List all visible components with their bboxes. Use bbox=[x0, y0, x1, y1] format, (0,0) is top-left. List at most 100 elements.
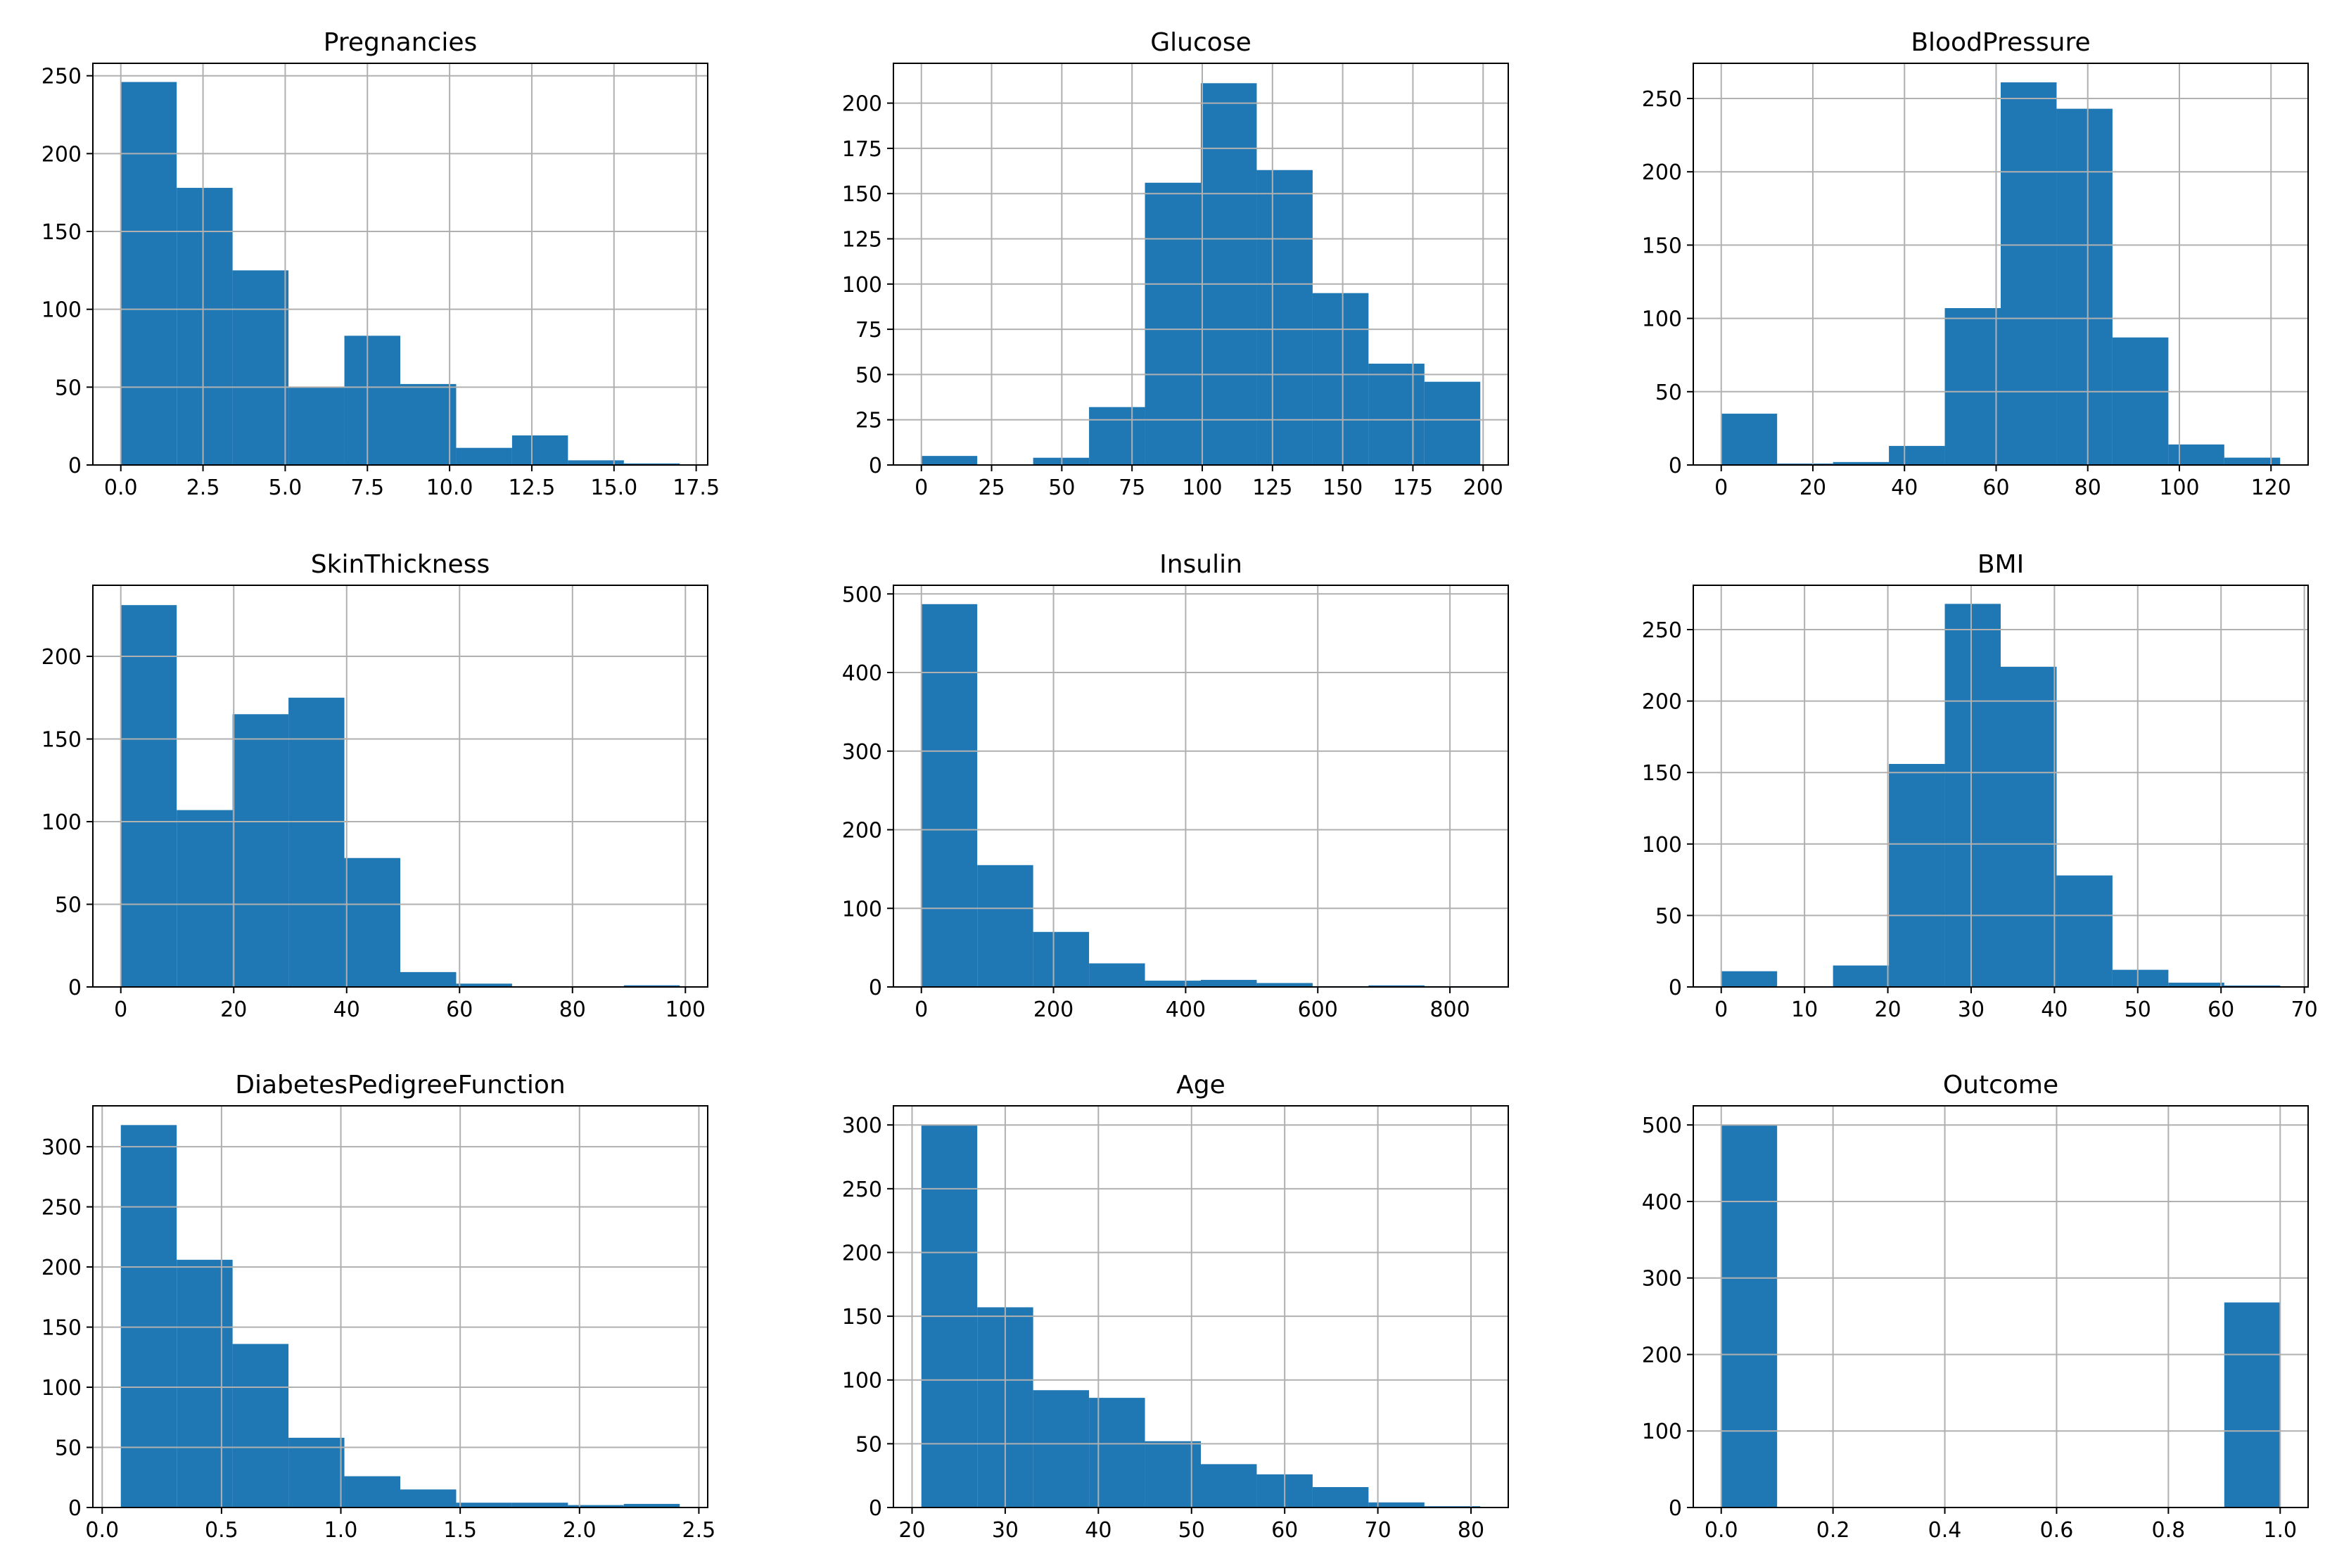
x-tick-label: 1.0 bbox=[324, 1518, 358, 1543]
bar bbox=[511, 1503, 568, 1508]
y-tick-label: 150 bbox=[842, 182, 882, 207]
bar bbox=[288, 697, 345, 987]
bar bbox=[288, 1437, 345, 1508]
bar bbox=[1424, 381, 1481, 465]
x-tick-label: 0 bbox=[114, 997, 127, 1022]
bar bbox=[1033, 931, 1090, 987]
x-tick-label: 2.5 bbox=[682, 1518, 716, 1543]
y-tick-label: 150 bbox=[42, 1316, 82, 1341]
x-tick-label: 20 bbox=[1874, 997, 1901, 1022]
panel-title: Pregnancies bbox=[324, 28, 477, 57]
y-tick-label: 0 bbox=[869, 1496, 882, 1521]
x-tick-label: 40 bbox=[2041, 997, 2068, 1022]
y-tick-label: 0 bbox=[1669, 976, 1682, 1000]
y-tick-label: 50 bbox=[55, 893, 82, 918]
x-tick-label: 0.8 bbox=[2152, 1518, 2186, 1543]
histogram-panel-2: 0 20 40 60 80 100 120 0 50 100 150 200 250 BloodPress… bbox=[1642, 28, 2309, 500]
y-tick-label: 100 bbox=[42, 1376, 82, 1401]
bar bbox=[1721, 1125, 1778, 1508]
x-tick-label: 50 bbox=[1048, 476, 1075, 500]
x-tick-label: 0 bbox=[1714, 476, 1728, 500]
y-tick-label: 0 bbox=[68, 454, 82, 478]
x-tick-label: 0.4 bbox=[1928, 1518, 1962, 1543]
x-tick-label: 0 bbox=[1714, 997, 1728, 1022]
x-tick-label: 0.0 bbox=[104, 476, 138, 500]
x-tick-label: 15.0 bbox=[590, 476, 637, 500]
bar bbox=[1201, 83, 1257, 466]
x-tick-label: 600 bbox=[1298, 997, 1338, 1022]
bar bbox=[2168, 982, 2224, 987]
y-tick-label: 50 bbox=[855, 1432, 882, 1457]
x-tick-label: 75 bbox=[1119, 476, 1145, 500]
bar bbox=[288, 387, 345, 465]
x-tick-label: 0 bbox=[915, 997, 928, 1022]
axes-frame bbox=[1693, 63, 2309, 466]
panel-title: Glucose bbox=[1150, 28, 1251, 57]
bar bbox=[1089, 963, 1145, 987]
x-tick-label: 2.5 bbox=[186, 476, 220, 500]
y-tick-label: 100 bbox=[842, 1369, 882, 1394]
x-tick-label: 200 bbox=[1033, 997, 1074, 1022]
histogram-panel-5: 0 10 20 30 40 50 60 70 0 50 100 150 200 250 BMI bbox=[1642, 550, 2318, 1022]
panel-title: Age bbox=[1176, 1071, 1225, 1099]
y-tick-label: 200 bbox=[1642, 690, 1682, 715]
y-tick-label: 200 bbox=[42, 645, 82, 670]
x-tick-label: 30 bbox=[1958, 997, 1985, 1022]
x-tick-label: 80 bbox=[1458, 1518, 1484, 1543]
bar bbox=[1368, 363, 1425, 465]
y-tick-label: 500 bbox=[1642, 1114, 1682, 1138]
x-tick-label: 25 bbox=[978, 476, 1005, 500]
y-tick-label: 250 bbox=[1642, 618, 1682, 643]
y-tick-label: 150 bbox=[42, 220, 82, 245]
y-tick-label: 25 bbox=[855, 409, 882, 433]
bar bbox=[1033, 1390, 1090, 1508]
x-tick-label: 400 bbox=[1166, 997, 1206, 1022]
bar bbox=[1312, 293, 1369, 465]
x-tick-label: 800 bbox=[1429, 997, 1470, 1022]
y-tick-label: 150 bbox=[842, 1305, 882, 1330]
x-tick-label: 0.5 bbox=[205, 1518, 238, 1543]
bar bbox=[2112, 969, 2169, 987]
x-tick-label: 80 bbox=[559, 997, 586, 1022]
bar bbox=[1944, 604, 2001, 987]
bar bbox=[177, 810, 233, 987]
histogram-panel-3: 0 20 40 60 80 100 0 50 100 150 200 SkinThickness bbox=[42, 550, 708, 1022]
axes-frame bbox=[893, 585, 1509, 988]
x-tick-label: 20 bbox=[1800, 476, 1826, 500]
bar bbox=[344, 1476, 400, 1508]
x-tick-label: 1.0 bbox=[2263, 1518, 2297, 1543]
panel-title: Insulin bbox=[1159, 550, 1242, 579]
y-tick-label: 200 bbox=[842, 1241, 882, 1266]
x-tick-label: 40 bbox=[333, 997, 360, 1022]
axes-frame bbox=[92, 63, 708, 466]
axes-frame bbox=[1693, 585, 2309, 988]
bar bbox=[2168, 444, 2224, 465]
x-tick-label: 0.0 bbox=[1705, 1518, 1738, 1543]
bar bbox=[1368, 1502, 1425, 1508]
x-tick-label: 100 bbox=[2159, 476, 2199, 500]
x-tick-label: 40 bbox=[1085, 1518, 1112, 1543]
panel-title: Outcome bbox=[1943, 1071, 2058, 1099]
y-tick-label: 0 bbox=[68, 976, 82, 1000]
x-tick-label: 0 bbox=[915, 476, 928, 500]
bar bbox=[456, 1503, 512, 1508]
bar bbox=[623, 1503, 680, 1508]
y-tick-label: 100 bbox=[1642, 833, 1682, 858]
x-tick-label: 40 bbox=[1891, 476, 1918, 500]
bar bbox=[232, 714, 289, 987]
y-tick-label: 100 bbox=[1642, 307, 1682, 332]
histogram-panel-6: 0.0 0.5 1.0 1.5 2.0 2.5 0 50 100 150 200 250 300 Diab… bbox=[42, 1071, 716, 1543]
y-tick-label: 100 bbox=[1642, 1420, 1682, 1444]
y-tick-label: 100 bbox=[842, 897, 882, 922]
y-tick-label: 100 bbox=[42, 810, 82, 835]
x-tick-label: 70 bbox=[2291, 997, 2318, 1022]
histogram-panel-4: 0 200 400 600 800 0 100 200 300 400 500 Insulin bbox=[842, 550, 1509, 1022]
y-tick-label: 75 bbox=[855, 318, 882, 343]
bar bbox=[456, 447, 512, 465]
y-tick-label: 0 bbox=[869, 454, 882, 478]
y-tick-label: 50 bbox=[855, 363, 882, 388]
y-tick-label: 100 bbox=[42, 298, 82, 323]
y-tick-label: 200 bbox=[842, 819, 882, 843]
bar bbox=[921, 604, 978, 987]
